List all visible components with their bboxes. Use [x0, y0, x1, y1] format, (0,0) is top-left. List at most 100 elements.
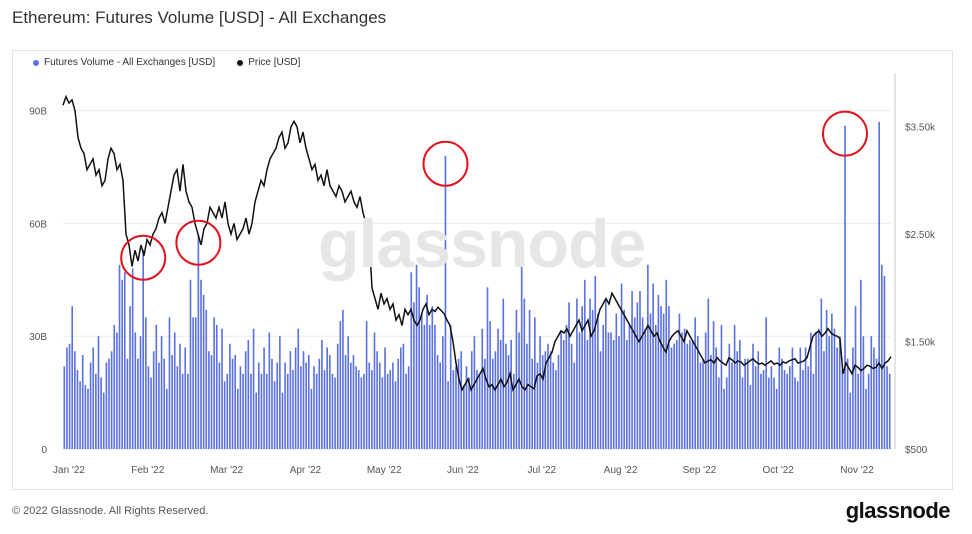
- volume-bar: [883, 276, 886, 449]
- x-tick-label: Aug '22: [604, 465, 638, 476]
- volume-bar: [775, 388, 778, 449]
- brand-logo: glassnode: [845, 498, 951, 523]
- volume-bar: [867, 373, 870, 449]
- volume-bar: [286, 373, 289, 449]
- volume-bar: [704, 332, 707, 449]
- volume-bar: [662, 313, 665, 449]
- volume-bar: [155, 324, 158, 449]
- volume-bar: [436, 355, 439, 449]
- volume-bar: [168, 317, 171, 449]
- volume-bar: [694, 317, 696, 449]
- volume-bar: [79, 381, 81, 449]
- volume-bar: [718, 377, 720, 449]
- volume-bar: [828, 336, 831, 449]
- volume-bar: [649, 313, 652, 449]
- volume-bar: [491, 358, 494, 449]
- volume-bar: [347, 336, 350, 449]
- volume-bar: [844, 125, 846, 449]
- volume-bar: [478, 373, 481, 449]
- volume-bar: [817, 328, 820, 449]
- volume-bar: [744, 358, 746, 449]
- volume-bar: [665, 279, 668, 449]
- volume-bar: [87, 388, 89, 449]
- volume-bar: [426, 294, 428, 449]
- volume-bar: [110, 351, 113, 449]
- legend-item-price[interactable]: Price [USD]: [237, 57, 300, 68]
- volume-bar: [123, 272, 126, 449]
- volume-bar: [481, 328, 484, 449]
- volume-bar: [526, 343, 528, 449]
- volume-bar: [628, 324, 631, 449]
- x-tick-label: Apr '22: [290, 465, 322, 476]
- volume-bar: [547, 343, 549, 449]
- volume-bar: [363, 373, 365, 449]
- volume-bar: [197, 234, 200, 449]
- volume-bar: [626, 339, 628, 449]
- volume-bar: [100, 377, 102, 449]
- volume-bar: [113, 324, 116, 449]
- volume-bar: [710, 355, 712, 449]
- volume-bar: [179, 343, 181, 449]
- volume-bar: [644, 328, 647, 449]
- volume-bar: [731, 362, 733, 449]
- volume-bar: [765, 317, 767, 449]
- volume-bar: [689, 339, 691, 449]
- volume-bar: [95, 373, 97, 449]
- volume-bar: [176, 366, 179, 449]
- volume-bar: [539, 336, 541, 449]
- y-left-tick-label: 0: [41, 445, 47, 456]
- volume-bar: [460, 351, 463, 449]
- y-left-tick-label: 90B: [29, 107, 47, 118]
- volume-bar: [494, 351, 497, 449]
- volume-bar: [544, 351, 547, 449]
- volume-bar: [838, 336, 841, 449]
- volume-bar: [586, 339, 589, 449]
- volume-bar: [597, 313, 599, 449]
- volume-bar: [213, 317, 215, 449]
- volume-bar: [184, 347, 187, 449]
- volume-bar: [66, 347, 68, 449]
- volume-bar: [300, 366, 302, 449]
- volume-bar: [163, 358, 166, 449]
- volume-bar: [612, 339, 615, 449]
- volume-bar: [815, 332, 817, 449]
- volume-bar: [263, 347, 265, 449]
- volume-bar: [812, 373, 815, 449]
- chart-plot[interactable]: 0 30B 60B 90B $500 $1.50k $2.50k $3.50k Jan '22 F…: [13, 51, 952, 489]
- volume-bar: [97, 336, 100, 449]
- volume-bar: [683, 328, 686, 449]
- volume-bar: [807, 366, 810, 449]
- volume-bar: [223, 381, 226, 449]
- volume-bar: [405, 373, 407, 449]
- volume-bar: [310, 388, 313, 449]
- volume-bar: [371, 370, 373, 449]
- volume-bar: [581, 306, 583, 449]
- volume-bar: [733, 324, 736, 449]
- volume-bar: [620, 283, 623, 449]
- volume-bar: [846, 358, 849, 449]
- volume-bar: [231, 358, 234, 449]
- volume-bar: [394, 381, 397, 449]
- volume-bar: [68, 343, 71, 449]
- volume-bar: [484, 358, 486, 449]
- volume-bar: [512, 373, 515, 449]
- volume-bar: [218, 362, 221, 449]
- volume-bar: [720, 324, 723, 449]
- volume-bar: [415, 264, 418, 449]
- y-left-tick-label: 30B: [29, 332, 47, 343]
- volume-bar: [265, 373, 268, 449]
- volume-bar: [357, 370, 360, 449]
- volume-bar: [268, 332, 271, 449]
- volume-bar: [562, 339, 565, 449]
- volume-bar: [313, 366, 315, 449]
- highlight-circle: [175, 219, 222, 266]
- volume-bar: [242, 373, 244, 449]
- volume-bar: [794, 377, 796, 449]
- legend-item-volume[interactable]: Futures Volume - All Exchanges [USD]: [33, 57, 215, 68]
- volume-bar: [736, 351, 739, 449]
- volume-bar: [778, 347, 781, 449]
- volume-bar: [208, 351, 210, 449]
- volume-bar: [678, 313, 681, 449]
- volume-bar: [739, 339, 741, 449]
- volume-bar: [326, 347, 328, 449]
